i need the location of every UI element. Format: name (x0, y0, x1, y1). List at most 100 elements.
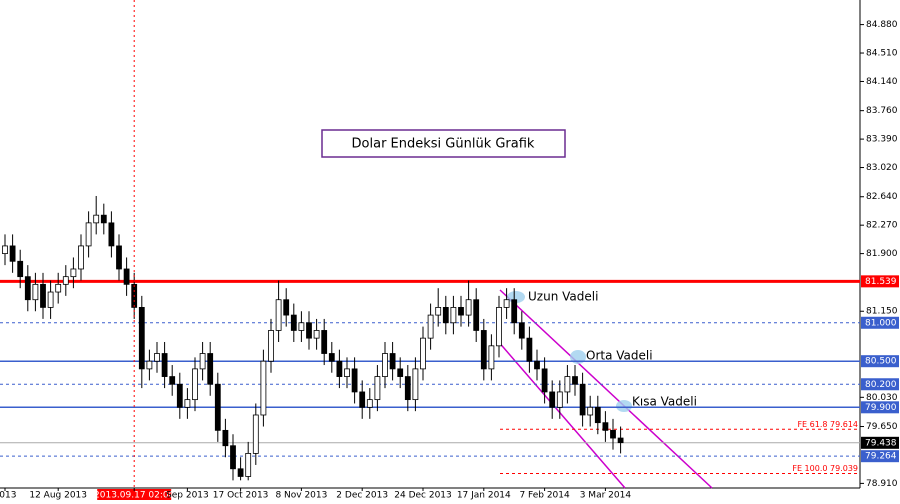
candle-body (116, 245, 122, 270)
x-tick-label: 3 Mar 2014 (580, 491, 632, 501)
trend-line (496, 339, 626, 489)
candle-body (260, 360, 267, 416)
candle-body (100, 214, 107, 224)
x-tick-label: 2013.09.17 02:00 (94, 491, 175, 501)
y-tick-label: 80.030 (866, 393, 898, 403)
candle-body (214, 383, 221, 431)
chart-title: Dolar Endeksi Günlük Grafik (352, 137, 535, 152)
x-tick-label: Sep 2013 (166, 491, 209, 501)
candle-body (245, 453, 252, 477)
candle-body (450, 307, 457, 324)
y-tick-label: 82.640 (866, 192, 898, 202)
candle-body (283, 299, 290, 316)
y-tick-label: 78.910 (866, 479, 898, 489)
candle-body (192, 368, 198, 401)
candle-body (389, 353, 396, 370)
candle-body (397, 368, 404, 377)
candle-body (496, 307, 502, 347)
candle-body (275, 299, 282, 331)
y-tick-label: 83.020 (866, 163, 898, 173)
x-tick-label: 2 Dec 2013 (336, 491, 388, 501)
candle-body (541, 368, 548, 393)
y-tick-label: 84.510 (866, 49, 898, 59)
x-tick-label: 12 Aug 2013 (29, 491, 87, 501)
level-box (861, 355, 899, 368)
candle-body (321, 330, 328, 354)
candle-body (556, 391, 563, 408)
candle-body (32, 283, 39, 301)
fe-label: FE 61.8 79.614 (797, 420, 858, 429)
candle-body (154, 353, 160, 362)
x-tick-label: 17 Oct 2013 (213, 491, 269, 501)
candles (0, 195, 860, 481)
candle-body (123, 268, 130, 285)
annotation: Uzun Vadeli (528, 290, 598, 304)
candle-body (222, 429, 229, 447)
candle-body (184, 399, 191, 408)
y-tick-label: 84.880 (866, 20, 898, 30)
y-tick-label: 79.650 (866, 422, 898, 432)
level-box (861, 450, 899, 463)
candle-body (93, 214, 100, 224)
candle-body (442, 307, 449, 324)
candle-body (572, 376, 578, 385)
candle-body (366, 399, 373, 408)
candle-body (587, 406, 594, 416)
y-tick-label: 81.150 (866, 307, 898, 317)
candle-body (306, 322, 312, 339)
marker (616, 400, 632, 412)
candle-body (526, 337, 533, 362)
candle-body (313, 330, 320, 339)
candle-body (9, 245, 16, 262)
candle-body (610, 429, 616, 439)
level-label: 79.264 (865, 452, 897, 462)
candle-body (199, 353, 206, 370)
fe-label: FE 100.0 79.039 (792, 464, 858, 473)
x-tick-label: 24 Dec 2013 (394, 491, 452, 501)
level-label: 79.900 (865, 403, 897, 413)
candle-body (169, 376, 176, 385)
candle-body (298, 322, 305, 331)
x-tick-label: 17 Jan 2014 (457, 491, 511, 501)
candle-body (55, 283, 62, 293)
level-box (861, 378, 899, 391)
candle-body (62, 276, 69, 285)
candle-body (85, 222, 92, 247)
candle-body (78, 245, 84, 270)
candle-body (549, 391, 556, 408)
level-label: 80.500 (865, 357, 897, 367)
candle-body (176, 383, 183, 408)
candle-body (268, 330, 274, 362)
candle-body (146, 360, 153, 370)
candle-body (290, 314, 297, 331)
candle-body (435, 307, 442, 316)
candle-body (40, 283, 46, 308)
candle-body (488, 345, 495, 370)
candle-body (138, 307, 145, 370)
candle-body (579, 383, 586, 416)
candle-body (237, 468, 244, 477)
level-label: 80.200 (865, 380, 897, 390)
candle-body (382, 353, 388, 377)
level-box (861, 316, 899, 329)
candle-body (336, 360, 343, 377)
candle-body (70, 268, 77, 278)
candle-body (161, 353, 168, 377)
candle-body (602, 422, 609, 431)
x-tick-label: 7 Feb 2014 (519, 491, 570, 501)
candle-body (230, 445, 236, 470)
candle-body (252, 414, 259, 454)
candle-body (594, 406, 601, 424)
candle-body (465, 299, 472, 316)
y-tick-label: 83.760 (866, 106, 898, 116)
level-label: 79.438 (865, 438, 897, 448)
candle-body (503, 299, 510, 308)
level-label: 81.000 (865, 318, 897, 328)
candle-body (24, 276, 31, 301)
y-tick-label: 81.900 (866, 249, 898, 259)
candle-body (328, 353, 335, 362)
annotation: Orta Vadeli (586, 349, 653, 363)
candle-body (47, 291, 54, 308)
